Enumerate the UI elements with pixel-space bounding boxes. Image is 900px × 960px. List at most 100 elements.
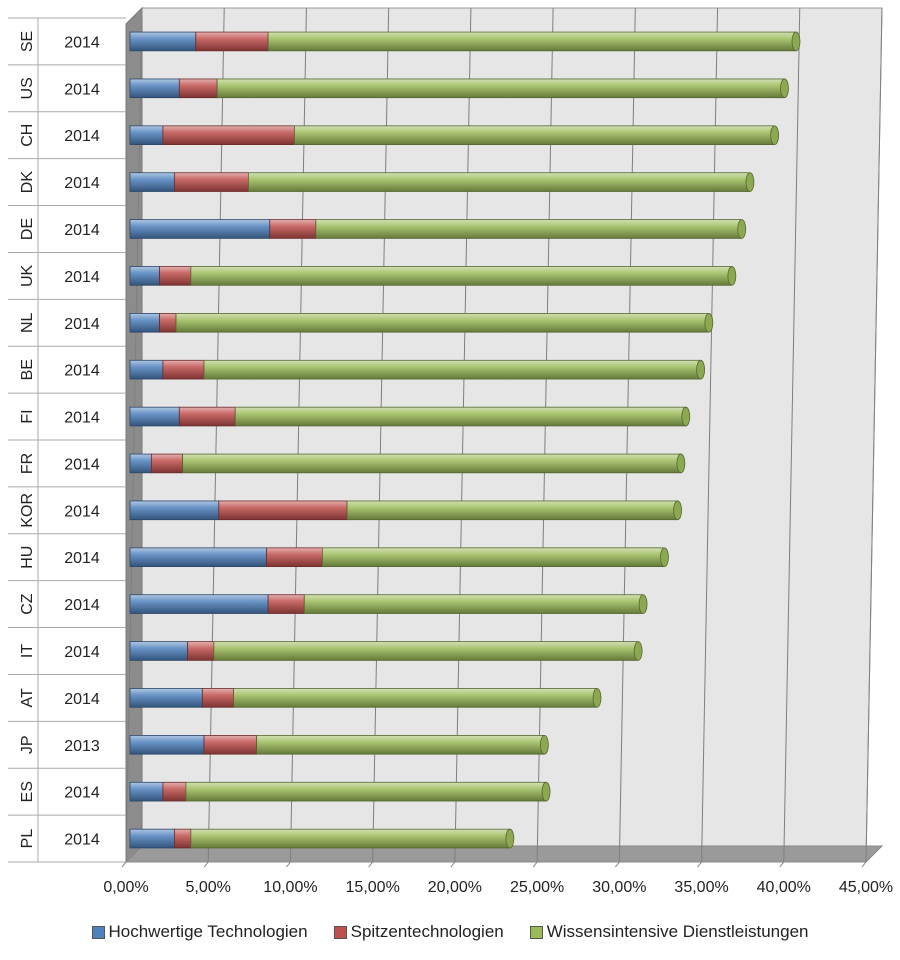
bar-end-cap [704, 312, 714, 333]
plot-floor [124, 845, 884, 863]
category-country-label: KOR [19, 493, 36, 528]
bar-segment [267, 594, 305, 614]
category-year-label: 2014 [64, 644, 100, 661]
tick-mark [614, 861, 620, 868]
category-year-label: 2014 [64, 597, 100, 614]
category-year-label: 2014 [64, 222, 100, 239]
bar-segment [234, 406, 687, 427]
bar-segment [129, 31, 197, 52]
bar-segment [321, 547, 665, 567]
bar-end-cap [638, 594, 648, 614]
x-tick-label: 15,00% [346, 879, 400, 896]
category-year-label: 2014 [64, 175, 100, 192]
bar-segment [129, 406, 180, 427]
gridline [372, 7, 390, 863]
bar-segment [178, 78, 218, 99]
gridline [125, 7, 143, 863]
bar-segment [233, 688, 598, 708]
tick-mark [532, 861, 538, 868]
category-country-label: HU [19, 546, 36, 569]
legend-label: Spitzentechnologien [350, 922, 504, 941]
legend-swatch-icon [91, 925, 105, 939]
bar-segment [178, 406, 236, 427]
bar-end-cap [673, 500, 682, 521]
category-axis: SE 2014 US 2014 CH 2014 DK 2014 DE 2014 UK 2014 NL 20… [8, 17, 126, 863]
bar-end-cap [681, 406, 691, 427]
bar-segment [129, 312, 161, 333]
x-tick-label: 5,00% [186, 879, 231, 896]
category-year-label: 2014 [64, 410, 100, 427]
bar-segment [129, 78, 180, 99]
bar-segment [213, 641, 639, 661]
x-tick-label: 25,00% [510, 879, 564, 896]
category-country-label: BE [19, 359, 36, 380]
bar-segment [159, 266, 192, 286]
category-country-label: IT [19, 644, 36, 658]
bar-segment [150, 453, 184, 474]
bar-chart: SE 2014 US 2014 CH 2014 DK 2014 DE 2014 UK 2014 NL 20… [8, 6, 893, 896]
bar-segment [129, 219, 271, 239]
bar-segment [129, 359, 164, 380]
gridline [701, 7, 719, 863]
category-year-label: 2014 [64, 785, 100, 802]
bar-segment [129, 500, 220, 521]
bar-segment [159, 312, 177, 333]
category-year-label: 2014 [64, 316, 100, 333]
bar-segment [129, 453, 152, 474]
bar-segment [175, 312, 710, 333]
tick-mark [861, 861, 867, 868]
category-year-label: 2014 [64, 503, 100, 520]
bar-segment [173, 172, 249, 192]
bar-segment [269, 219, 317, 239]
x-tick-label: 40,00% [757, 879, 811, 896]
category-country-label: AT [19, 688, 36, 707]
bar-end-cap [633, 641, 643, 661]
bar-segment [182, 453, 682, 474]
category-year-label: 2013 [64, 738, 100, 755]
tick-mark [779, 861, 785, 868]
category-country-label: NL [19, 312, 36, 333]
category-country-label: ES [19, 781, 36, 802]
bar-segment [185, 781, 547, 802]
category-country-label: DK [19, 171, 36, 194]
category-year-label: 2014 [64, 34, 100, 51]
bar-segment [129, 688, 203, 708]
tick-mark [121, 861, 127, 868]
bar-segment [346, 500, 679, 521]
category-country-label: UK [19, 264, 36, 287]
bar-end-cap [540, 734, 549, 755]
bar-segment [294, 125, 776, 146]
bar-segment [218, 500, 348, 521]
bar-segment [247, 172, 751, 192]
x-tick-label: 45,00% [839, 879, 893, 896]
gridline [783, 7, 801, 863]
bar-segment [216, 78, 785, 99]
bar-segment [129, 547, 267, 567]
bar-segment [190, 828, 511, 849]
category-country-label: FI [19, 409, 36, 423]
legend-item-spitzen: Spitzentechnologien [333, 922, 504, 942]
bar-end-cap [676, 453, 686, 474]
bar-segment [129, 781, 164, 802]
bar-end-cap [770, 125, 780, 146]
gridline [454, 7, 472, 863]
legend-label: Hochwertige Technologien [108, 922, 308, 941]
legend-item-wissens: Wissensintensive Dienstleistungen [529, 922, 808, 942]
bar-segment [203, 359, 702, 380]
bar-end-cap [505, 828, 515, 849]
bar-end-cap [696, 359, 706, 380]
bar-end-cap [791, 31, 801, 52]
tick-mark [368, 861, 374, 868]
category-country-label: CZ [19, 593, 36, 615]
category-year-label: 2014 [64, 81, 100, 98]
category-country-label: DE [19, 218, 36, 240]
legend-item-hochwertige: Hochwertige Technologien [91, 922, 308, 942]
bar-end-cap [727, 266, 737, 286]
gridline [536, 7, 554, 863]
bar-segment [129, 641, 188, 661]
gridline [618, 7, 636, 863]
bar-segment [162, 125, 295, 146]
bar-segment [195, 31, 269, 52]
bar-segment [266, 547, 323, 567]
